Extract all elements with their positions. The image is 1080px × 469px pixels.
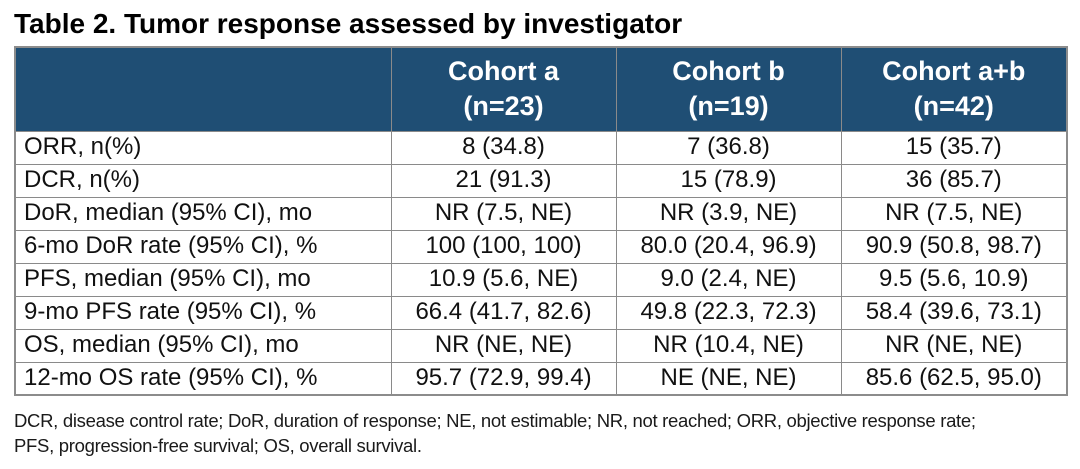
cell-value: 10.9 (5.6, NE) — [390, 262, 617, 297]
header-cohort-b-n: (n=19) — [688, 91, 769, 122]
cell-value: 36 (85.7) — [840, 163, 1068, 198]
cell-value: NR (3.9, NE) — [615, 196, 842, 231]
footnote-line-2: PFS, progression-free survival; OS, over… — [14, 434, 422, 456]
table-row-pfs-rate: 9-mo PFS rate (95% CI), % 66.4 (41.7, 82… — [14, 295, 1068, 330]
cell-value: 49.8 (22.3, 72.3) — [615, 295, 842, 330]
table-row-pfs-median: PFS, median (95% CI), mo 10.9 (5.6, NE) … — [14, 262, 1068, 297]
table-row-dor-rate: 6-mo DoR rate (95% CI), % 100 (100, 100)… — [14, 229, 1068, 264]
cell-value: 80.0 (20.4, 96.9) — [615, 229, 842, 264]
cell-value: 85.6 (62.5, 95.0) — [840, 361, 1068, 396]
row-label: 6-mo DoR rate (95% CI), % — [14, 229, 392, 264]
cell-value: 9.5 (5.6, 10.9) — [840, 262, 1068, 297]
table-row-dor-median: DoR, median (95% CI), mo NR (7.5, NE) NR… — [14, 196, 1068, 231]
cell-value: NR (NE, NE) — [840, 328, 1068, 363]
cell-value: NR (NE, NE) — [390, 328, 617, 363]
row-label: DoR, median (95% CI), mo — [14, 196, 392, 231]
table-row-os-rate: 12-mo OS rate (95% CI), % 95.7 (72.9, 99… — [14, 361, 1068, 396]
cell-value: 90.9 (50.8, 98.7) — [840, 229, 1068, 264]
cell-value: 7 (36.8) — [615, 130, 842, 165]
row-label: OS, median (95% CI), mo — [14, 328, 392, 363]
header-cohort-b-label: Cohort b — [672, 56, 785, 87]
header-cohort-a-label: Cohort a — [448, 56, 559, 87]
row-label: DCR, n(%) — [14, 163, 392, 198]
cell-value: 9.0 (2.4, NE) — [615, 262, 842, 297]
abbreviations-footnote: DCR, disease control rate; DoR, duration… — [14, 409, 1066, 458]
row-label: 9-mo PFS rate (95% CI), % — [14, 295, 392, 330]
header-cohort-a-n: (n=23) — [463, 91, 544, 122]
header-cohort-a: Cohort a (n=23) — [390, 46, 617, 132]
cell-value: 15 (78.9) — [615, 163, 842, 198]
cell-value: NR (7.5, NE) — [840, 196, 1068, 231]
cell-value: 95.7 (72.9, 99.4) — [390, 361, 617, 396]
row-label: PFS, median (95% CI), mo — [14, 262, 392, 297]
tumor-response-table: Cohort a (n=23) Cohort b (n=19) Cohort a… — [14, 46, 1068, 396]
cell-value: 21 (91.3) — [390, 163, 617, 198]
table-title: Table 2. Tumor response assessed by inve… — [14, 8, 683, 39]
header-row: Cohort a (n=23) Cohort b (n=19) Cohort a… — [14, 46, 1068, 132]
footnote-line-1: DCR, disease control rate; DoR, duration… — [14, 410, 976, 431]
table-row-os-median: OS, median (95% CI), mo NR (NE, NE) NR (… — [14, 328, 1068, 363]
header-cohort-a-plus-b-label: Cohort a+b — [882, 56, 1026, 87]
cell-value: 15 (35.7) — [840, 130, 1068, 165]
header-corner-cell — [14, 46, 392, 132]
header-cohort-b: Cohort b (n=19) — [615, 46, 842, 132]
table-row-orr: ORR, n(%) 8 (34.8) 7 (36.8) 15 (35.7) — [14, 130, 1068, 165]
cell-value: 66.4 (41.7, 82.6) — [390, 295, 617, 330]
header-cohort-a-plus-b-n: (n=42) — [913, 91, 994, 122]
cell-value: NR (10.4, NE) — [615, 328, 842, 363]
cell-value: 100 (100, 100) — [390, 229, 617, 264]
header-cohort-a-plus-b: Cohort a+b (n=42) — [840, 46, 1068, 132]
row-label: ORR, n(%) — [14, 130, 392, 165]
row-label: 12-mo OS rate (95% CI), % — [14, 361, 392, 396]
cell-value: 8 (34.8) — [390, 130, 617, 165]
cell-value: NR (7.5, NE) — [390, 196, 617, 231]
table-row-dcr: DCR, n(%) 21 (91.3) 15 (78.9) 36 (85.7) — [14, 163, 1068, 198]
cell-value: 58.4 (39.6, 73.1) — [840, 295, 1068, 330]
cell-value: NE (NE, NE) — [615, 361, 842, 396]
